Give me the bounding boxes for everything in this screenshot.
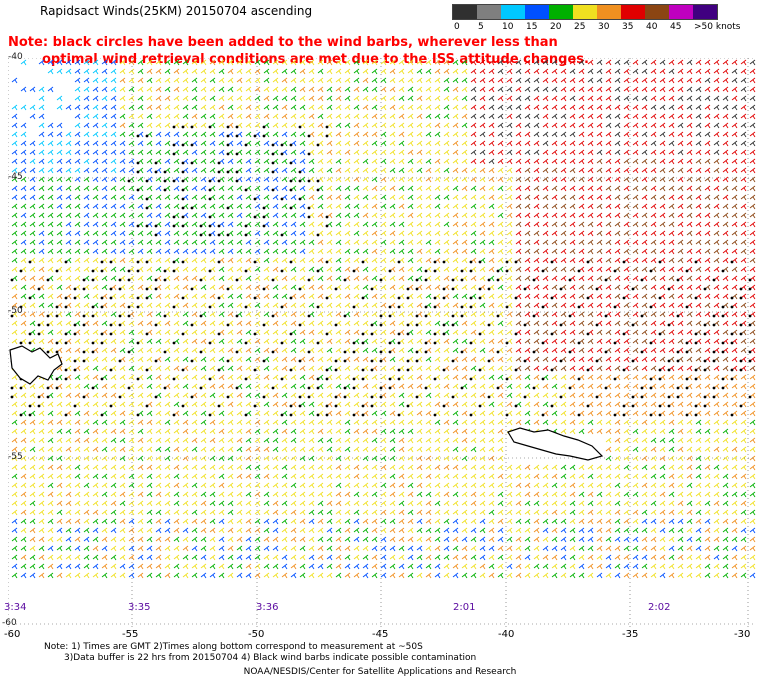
wind-barb-map	[8, 58, 756, 632]
wind-barbs-layer	[10, 59, 756, 579]
legend-label: 30	[598, 22, 610, 32]
lat-label-60: -60	[2, 618, 17, 628]
legend-label: 10	[502, 22, 514, 32]
lat-label-45: -45	[8, 172, 23, 182]
legend-label: 5	[478, 22, 484, 32]
legend-label: 0	[454, 22, 460, 32]
pass-time-3: 3:36	[256, 602, 279, 613]
map-title: Rapidsact Winds(25KM) 20150704 ascending	[40, 4, 313, 18]
falkland-islands-coastline	[9, 345, 63, 385]
footer-note-2: 3)Data buffer is 22 hrs from 20150704 4)…	[64, 653, 477, 663]
lon-label-45: -45	[372, 629, 389, 640]
legend-swatch	[621, 5, 645, 19]
legend-labels: 0 5 10 15 20 25 30 35 40 45 >50 knots	[452, 22, 760, 34]
graticule	[8, 58, 756, 632]
lon-label-60: -60	[4, 629, 21, 640]
lat-label-55: -55	[8, 452, 23, 462]
lon-label-30: -30	[734, 629, 751, 640]
footer-credit: NOAA/NESDIS/Center for Satellite Applica…	[243, 667, 517, 677]
legend-swatch	[573, 5, 597, 19]
legend-label: 45	[670, 22, 682, 32]
legend-swatch	[501, 5, 525, 19]
legend-label: 35	[622, 22, 634, 32]
south-georgia-coastline	[507, 427, 604, 461]
pass-time-4: 2:01	[453, 602, 476, 613]
lon-label-55: -55	[122, 629, 139, 640]
wind-speed-legend: 0 5 10 15 20 25 30 35 40 45 >50 knots	[452, 4, 760, 34]
legend-color-bar	[452, 4, 718, 20]
contamination-note: Note: black circles have been added to t…	[8, 34, 589, 68]
lon-label-35: -35	[622, 629, 639, 640]
legend-swatch	[669, 5, 693, 19]
note-line-1: Note: black circles have been added to t…	[8, 35, 558, 50]
footer-note-1: Note: 1) Times are GMT 2)Times along bot…	[44, 642, 423, 652]
legend-swatch	[549, 5, 573, 19]
legend-label: 25	[574, 22, 586, 32]
legend-label: 20	[550, 22, 562, 32]
legend-swatch	[597, 5, 621, 19]
legend-label: 15	[526, 22, 538, 32]
pass-time-2: 3:35	[128, 602, 151, 613]
coastlines	[9, 345, 604, 461]
pass-time-5: 2:02	[648, 602, 671, 613]
lon-label-40: -40	[498, 629, 515, 640]
legend-swatch	[645, 5, 669, 19]
lon-label-50: -50	[248, 629, 265, 640]
note-line-2: optimal wind retrieval conditions are me…	[42, 52, 589, 67]
legend-swatch	[525, 5, 549, 19]
legend-label: 40	[646, 22, 658, 32]
lat-label-50: -50	[8, 306, 23, 316]
legend-label: >50 knots	[694, 22, 741, 32]
pass-time-1: 3:34	[4, 602, 27, 613]
legend-swatch	[693, 5, 717, 19]
legend-swatch	[477, 5, 501, 19]
legend-swatch	[453, 5, 477, 19]
lat-label-40: -40	[8, 52, 23, 62]
